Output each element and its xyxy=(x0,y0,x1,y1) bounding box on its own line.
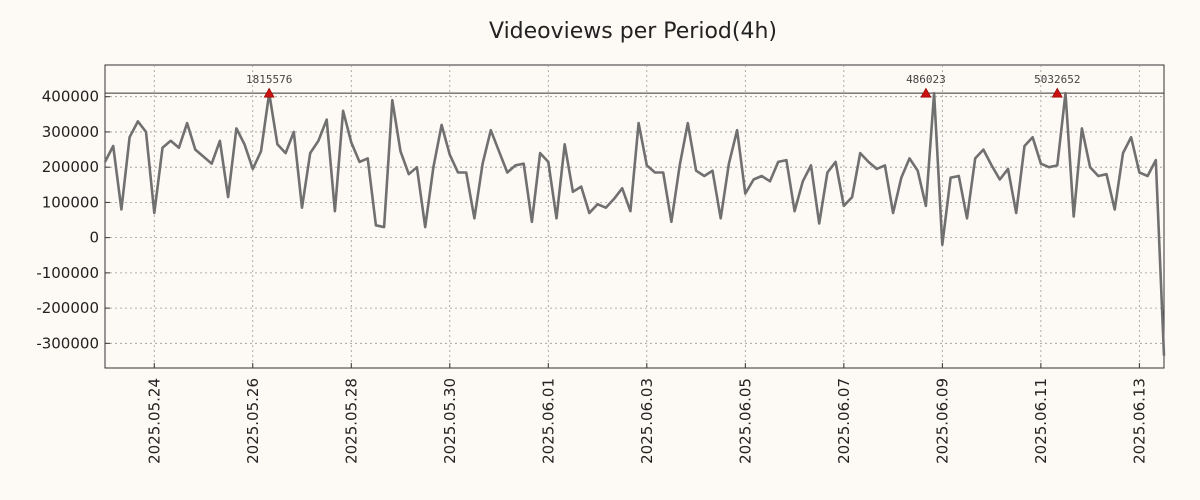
peak-marker xyxy=(1051,87,1063,98)
x-tick-label: 2025.05.30 xyxy=(441,378,459,464)
x-tick-label: 2025.06.09 xyxy=(933,378,951,464)
y-tick-label: 100000 xyxy=(42,193,99,211)
x-tick-label: 2025.06.13 xyxy=(1130,378,1148,464)
x-tick-label: 2025.06.01 xyxy=(539,378,557,464)
peak-label: 1815576 xyxy=(246,73,292,86)
x-tick-label: 2025.05.24 xyxy=(145,378,163,464)
x-tick-label: 2025.05.28 xyxy=(342,378,360,464)
plot-area xyxy=(104,64,1165,369)
x-tick-label: 2025.06.05 xyxy=(736,378,754,464)
x-tick-label: 2025.06.03 xyxy=(638,378,656,464)
x-tick-label: 2025.06.11 xyxy=(1032,378,1050,464)
x-axis: 2025.05.24 2025.05.26 2025.05.28 2025.05.30… xyxy=(145,363,1148,464)
chart-title: Videoviews per Period(4h) xyxy=(489,19,777,44)
peak-marker xyxy=(920,87,932,98)
peak-marker xyxy=(263,87,275,98)
x-tick-label: 2025.06.07 xyxy=(835,378,853,464)
y-tick-label: -300000 xyxy=(36,334,99,352)
x-tick-label: 2025.05.26 xyxy=(244,378,262,464)
y-tick-label: 0 xyxy=(89,229,99,247)
y-tick-label: -100000 xyxy=(36,264,99,282)
y-tick-label: 200000 xyxy=(42,158,99,176)
peak-markers: 1815576 486023 5032652 xyxy=(246,73,1080,98)
series-line-videoviews xyxy=(103,91,1166,356)
y-tick-label: -200000 xyxy=(36,299,99,317)
peak-label: 5032652 xyxy=(1034,73,1080,86)
y-axis: 400000 300000 200000 100000 0 -100000 -200000 -… xyxy=(36,88,110,352)
grid xyxy=(105,65,1164,368)
y-tick-label: 300000 xyxy=(42,123,99,141)
peak-label: 486023 xyxy=(906,73,946,86)
y-tick-label: 400000 xyxy=(42,88,99,106)
